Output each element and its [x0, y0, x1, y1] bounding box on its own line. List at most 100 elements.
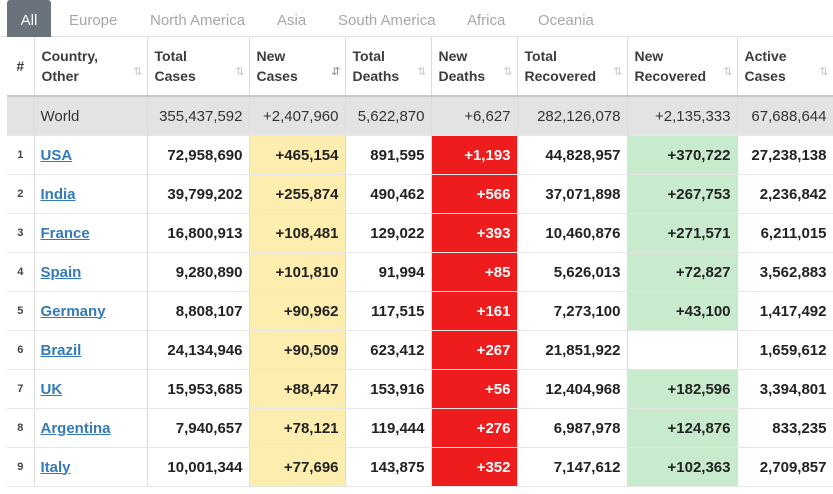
col-header-total-recovered-label: Total Recovered: [524, 48, 597, 84]
world-country: World: [34, 96, 148, 136]
tab-south-america[interactable]: South America: [338, 12, 436, 29]
row-rank: 1: [7, 135, 35, 175]
tab-all[interactable]: All: [7, 0, 51, 37]
total-deaths-cell: 91,994: [345, 252, 432, 292]
total-cases-cell: 72,958,690: [147, 135, 250, 175]
new-deaths-cell: +161: [431, 291, 518, 331]
table-row: 5 Germany 8,808,107 +90,962 117,515 +161…: [7, 291, 833, 331]
new-recovered-cell: +267,753: [627, 174, 738, 214]
col-header-total-deaths[interactable]: Total Deaths ⇅: [345, 37, 432, 97]
row-rank: 3: [7, 213, 35, 253]
country-link[interactable]: Germany: [40, 302, 106, 320]
country-link[interactable]: UK: [40, 380, 63, 398]
total-cases-cell: 7,940,657: [147, 408, 250, 448]
new-deaths-cell: +566: [431, 174, 518, 214]
new-cases-cell: +88,447: [249, 369, 346, 409]
new-deaths-cell: +267: [431, 330, 518, 370]
total-cases-cell: 8,808,107: [147, 291, 250, 331]
tab-oceania[interactable]: Oceania: [538, 12, 594, 29]
col-header-active-cases[interactable]: Active Cases ⇅: [737, 37, 833, 97]
total-recovered-cell: 37,071,898: [517, 174, 628, 214]
active-cases-cell: 833,235: [737, 408, 833, 448]
active-cases-cell: 1,417,492: [737, 291, 833, 331]
sort-icon[interactable]: ⇅: [819, 66, 828, 78]
active-cases-cell: 2,709,857: [737, 447, 833, 487]
world-new-cases: +2,407,960: [249, 96, 346, 136]
country-cell: India: [34, 174, 148, 214]
table-row: 3 France 16,800,913 +108,481 129,022 +39…: [7, 213, 833, 253]
col-header-new-deaths-label: New Deaths: [438, 48, 486, 84]
col-header-country[interactable]: Country, Other ⇅: [34, 37, 148, 97]
row-rank: 9: [7, 447, 35, 487]
row-rank: 4: [7, 252, 35, 292]
country-link[interactable]: Spain: [40, 263, 82, 281]
total-deaths-cell: 153,916: [345, 369, 432, 409]
world-index: [7, 96, 35, 136]
world-total-cases: 355,437,592: [147, 96, 250, 136]
table-row: 9 Italy 10,001,344 +77,696 143,875 +352 …: [7, 447, 833, 487]
sort-icon[interactable]: ⇅: [723, 66, 732, 78]
col-header-total-cases-label: Total Cases: [154, 48, 196, 84]
sort-active-icon[interactable]: ⇵: [331, 66, 340, 78]
new-cases-cell: +101,810: [249, 252, 346, 292]
col-header-total-cases[interactable]: Total Cases ⇅: [147, 37, 250, 97]
active-cases-cell: 1,659,612: [737, 330, 833, 370]
col-header-new-recovered[interactable]: New Recovered ⇅: [627, 37, 738, 97]
total-cases-cell: 16,800,913: [147, 213, 250, 253]
total-recovered-cell: 12,404,968: [517, 369, 628, 409]
country-cell: France: [34, 213, 148, 253]
col-header-new-deaths[interactable]: New Deaths ⇅: [431, 37, 518, 97]
total-recovered-cell: 6,987,978: [517, 408, 628, 448]
total-deaths-cell: 117,515: [345, 291, 432, 331]
tab-africa[interactable]: Africa: [467, 12, 506, 29]
table-row: 4 Spain 9,280,890 +101,810 91,994 +85 5,…: [7, 252, 833, 292]
country-link[interactable]: France: [40, 224, 90, 242]
col-header-index: #: [7, 37, 35, 97]
total-recovered-cell: 44,828,957: [517, 135, 628, 175]
col-header-country-label: Country, Other: [41, 48, 99, 84]
tab-asia[interactable]: Asia: [277, 12, 307, 29]
tab-europe[interactable]: Europe: [69, 12, 118, 29]
total-deaths-cell: 490,462: [345, 174, 432, 214]
total-recovered-cell: 5,626,013: [517, 252, 628, 292]
row-rank: 6: [7, 330, 35, 370]
new-cases-cell: +255,874: [249, 174, 346, 214]
country-link[interactable]: India: [40, 185, 76, 203]
new-cases-cell: +90,962: [249, 291, 346, 331]
total-deaths-cell: 143,875: [345, 447, 432, 487]
table-row: 7 UK 15,953,685 +88,447 153,916 +56 12,4…: [7, 369, 833, 409]
sort-icon[interactable]: ⇅: [133, 66, 142, 78]
new-cases-cell: +108,481: [249, 213, 346, 253]
sort-icon[interactable]: ⇅: [503, 66, 512, 78]
active-cases-cell: 3,394,801: [737, 369, 833, 409]
country-link[interactable]: Brazil: [40, 341, 82, 359]
total-recovered-cell: 7,147,612: [517, 447, 628, 487]
col-header-new-cases[interactable]: New Cases ⇵: [249, 37, 346, 97]
header-row: # Country, Other ⇅ Total Cases ⇅ New Cases…: [7, 37, 833, 97]
sort-icon[interactable]: ⇅: [417, 66, 426, 78]
col-header-active-cases-label: Active Cases: [744, 48, 787, 84]
row-rank: 8: [7, 408, 35, 448]
country-link[interactable]: USA: [40, 146, 73, 164]
col-header-new-recovered-label: New Recovered: [634, 48, 707, 84]
total-recovered-cell: 21,851,922: [517, 330, 628, 370]
new-recovered-cell: +182,596: [627, 369, 738, 409]
world-row: World 355,437,592 +2,407,960 5,622,870 +…: [7, 96, 833, 136]
country-cell: Argentina: [34, 408, 148, 448]
row-rank: 7: [7, 369, 35, 409]
row-rank: 5: [7, 291, 35, 331]
tab-north-america[interactable]: North America: [150, 12, 246, 29]
sort-icon[interactable]: ⇅: [235, 66, 244, 78]
new-deaths-cell: +393: [431, 213, 518, 253]
col-header-total-recovered[interactable]: Total Recovered ⇅: [517, 37, 628, 97]
total-cases-cell: 9,280,890: [147, 252, 250, 292]
total-recovered-cell: 10,460,876: [517, 213, 628, 253]
table-row: 1 USA 72,958,690 +465,154 891,595 +1,193…: [7, 135, 833, 175]
country-link[interactable]: Argentina: [40, 419, 111, 437]
country-link[interactable]: Italy: [40, 458, 71, 476]
new-deaths-cell: +352: [431, 447, 518, 487]
sort-icon[interactable]: ⇅: [613, 66, 622, 78]
total-cases-cell: 15,953,685: [147, 369, 250, 409]
country-cell: Brazil: [34, 330, 148, 370]
new-recovered-cell: +370,722: [627, 135, 738, 175]
